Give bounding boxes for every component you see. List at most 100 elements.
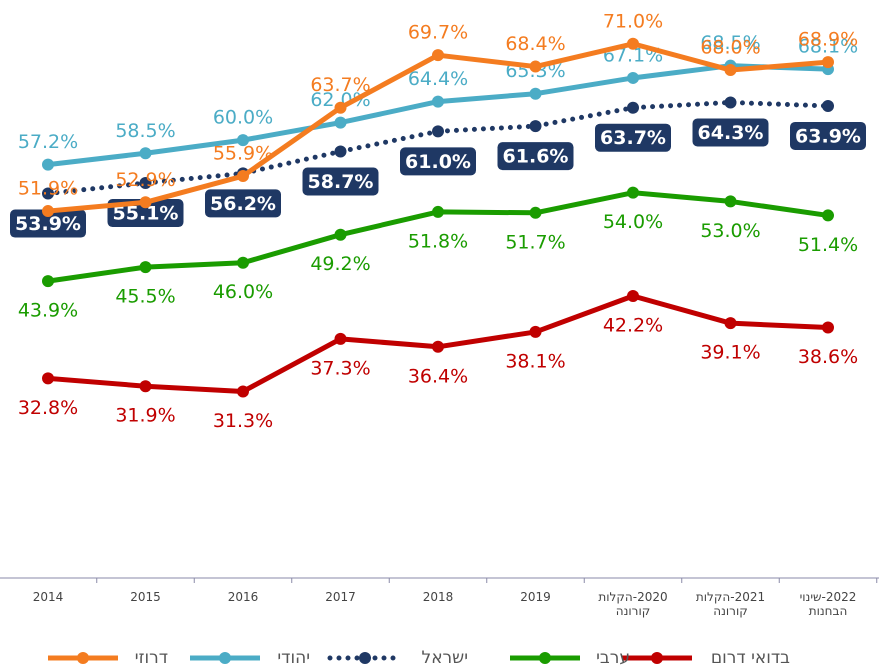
- value-label: 56.2%: [210, 193, 276, 215]
- value-label: 46.0%: [213, 281, 273, 303]
- value-label: 68.5%: [700, 32, 760, 54]
- value-label: 62.0%: [310, 89, 370, 111]
- point: [822, 209, 834, 222]
- value-label-box: 63.7%: [595, 123, 671, 152]
- point: [432, 49, 444, 62]
- point: [139, 261, 152, 274]
- point: [529, 325, 542, 338]
- legend-label: בדואי דרום: [711, 648, 790, 668]
- value-label: 68.0%: [700, 37, 760, 59]
- legend-marker: [539, 652, 551, 664]
- label-bg: [497, 142, 574, 171]
- value-label: 71.0%: [603, 10, 663, 32]
- point: [627, 101, 639, 114]
- legend-label: ישראל: [422, 648, 468, 668]
- legend-marker: [651, 652, 663, 664]
- x-tick-label: 2015: [130, 590, 161, 604]
- label-bg: [205, 189, 281, 218]
- value-label: 53.9%: [15, 213, 81, 235]
- point: [724, 64, 737, 77]
- point: [724, 96, 737, 109]
- value-label: 61.6%: [503, 146, 569, 168]
- value-label: 52.9%: [115, 169, 175, 191]
- value-label: 57.2%: [18, 131, 78, 153]
- point: [42, 372, 54, 385]
- value-label: 39.1%: [700, 342, 760, 364]
- point: [627, 186, 639, 199]
- value-label: 63.7%: [310, 74, 370, 96]
- point: [237, 385, 249, 398]
- label-bg: [595, 123, 671, 152]
- legend-label: ערבי: [596, 648, 630, 668]
- point: [237, 170, 249, 183]
- point: [724, 317, 737, 330]
- legend-marker: [359, 652, 371, 664]
- value-label: 60.0%: [213, 107, 273, 129]
- value-label-box: 53.9%: [10, 209, 86, 238]
- value-label: 68.9%: [798, 29, 858, 51]
- point: [432, 95, 444, 108]
- point: [627, 71, 639, 84]
- label-bg: [10, 209, 86, 238]
- value-label: 63.7%: [600, 127, 666, 149]
- point: [432, 125, 444, 138]
- value-label: 38.1%: [505, 350, 565, 372]
- point: [822, 56, 834, 69]
- point: [432, 340, 444, 353]
- value-label: 55.1%: [113, 203, 179, 225]
- x-tick-label: 2019: [520, 590, 551, 604]
- legend-marker: [219, 652, 231, 664]
- value-label: 58.7%: [308, 171, 374, 193]
- legend-label: יהודי: [277, 648, 310, 668]
- value-label-box: 61.6%: [497, 142, 574, 171]
- value-label: 43.9%: [18, 300, 78, 322]
- value-label: 31.3%: [213, 410, 273, 432]
- value-label: 31.9%: [115, 405, 175, 427]
- value-label: 68.4%: [505, 33, 565, 55]
- value-label: 53.0%: [700, 220, 760, 242]
- value-label: 36.4%: [408, 365, 468, 387]
- value-label: 32.8%: [18, 397, 78, 419]
- x-tick-label: 2021-הקלות קורונה: [695, 590, 766, 618]
- point: [529, 60, 542, 73]
- value-label: 55.9%: [213, 143, 273, 165]
- legend-marker: [77, 652, 89, 664]
- label-bg: [400, 147, 476, 176]
- value-label-box: 56.2%: [205, 189, 281, 218]
- value-label: 64.4%: [408, 68, 468, 90]
- point: [42, 187, 54, 200]
- x-tick-label: 2017: [325, 590, 356, 604]
- x-tick-label: 2022-שינוי הבחנות: [799, 590, 857, 618]
- point: [334, 101, 347, 114]
- point: [529, 87, 542, 100]
- value-label: 38.6%: [798, 346, 858, 368]
- value-label: 68.1%: [798, 36, 858, 58]
- label-bg: [692, 118, 769, 147]
- legend-label: דרוזי: [135, 648, 168, 668]
- point: [334, 145, 347, 158]
- point: [237, 134, 249, 147]
- value-label: 51.9%: [18, 178, 78, 200]
- point: [237, 256, 249, 269]
- point: [334, 228, 347, 241]
- value-label: 45.5%: [115, 286, 175, 308]
- value-label: 61.0%: [405, 151, 471, 173]
- value-label: 51.7%: [505, 231, 565, 253]
- point: [432, 205, 444, 218]
- point: [724, 195, 737, 208]
- point: [334, 116, 347, 129]
- value-label-box: 61.0%: [400, 147, 476, 176]
- x-tick-label: 2014: [32, 590, 64, 604]
- value-label: 49.2%: [310, 253, 370, 275]
- point: [139, 177, 152, 190]
- label-bg: [790, 121, 866, 150]
- point: [42, 205, 54, 218]
- value-label: 58.5%: [115, 120, 175, 142]
- value-label: 54.0%: [603, 211, 663, 233]
- value-label-box: 58.7%: [302, 167, 379, 196]
- value-label: 37.3%: [310, 357, 370, 379]
- value-label: 64.3%: [698, 122, 764, 144]
- point: [529, 206, 542, 219]
- value-label: 63.9%: [795, 125, 861, 147]
